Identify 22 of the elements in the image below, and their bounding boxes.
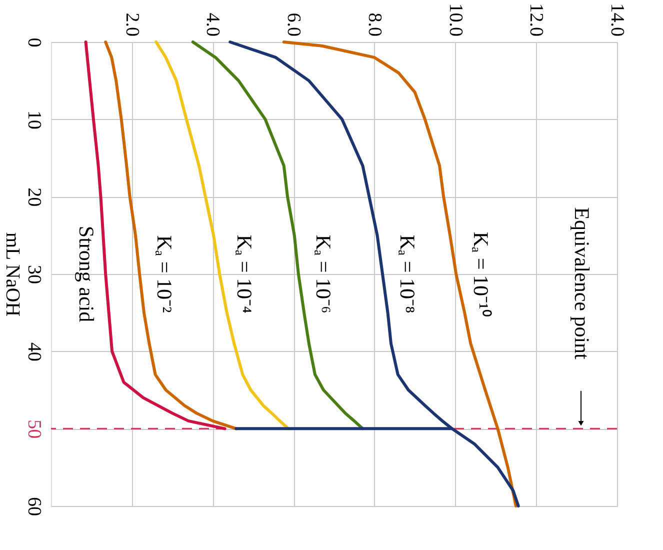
y-tick-label: 50 [24, 420, 44, 439]
x-tick-label: 14.0 [606, 3, 628, 36]
y-tick-label: 0 [24, 38, 44, 48]
y-tick-label: 10 [24, 110, 44, 130]
x-tick-label: 6.0 [283, 12, 304, 36]
y-tick-label: 30 [24, 265, 44, 284]
x-tick-label: 8.0 [364, 12, 385, 36]
y-tick-label: 40 [24, 342, 44, 362]
x-tick-label: 10.0 [444, 3, 466, 36]
y-tick-label: 60 [24, 497, 44, 516]
x-tick-label: 4.0 [202, 12, 224, 36]
x-tick-label: 12.0 [526, 3, 547, 36]
text: Kₐ = 10⁻⁶ [311, 234, 336, 314]
y-axis-title: mL NaOH [2, 232, 24, 317]
text: Kₐ = 10⁻⁴ [232, 234, 257, 314]
text: Kₐ = 10⁻¹⁰ [469, 232, 494, 316]
text: Kₐ = 10⁻⁸ [396, 234, 420, 314]
text: Strong acid [74, 226, 99, 323]
x-tick-label: 2.0 [121, 12, 142, 36]
y-tick-label: 20 [24, 188, 44, 207]
annotation: Equivalence point [570, 207, 594, 360]
text: Kₐ = 10⁻² [152, 235, 177, 313]
